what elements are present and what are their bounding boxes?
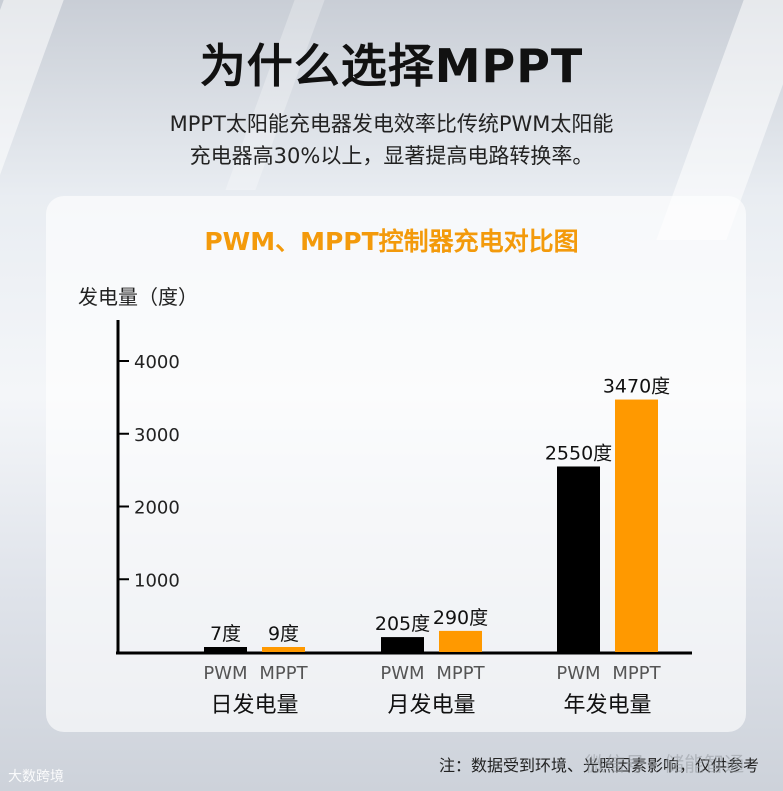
data-label: 290度 [433, 607, 488, 629]
series-label: MPPT [612, 663, 661, 684]
footnote: 注：数据受到环境、光照因素影响，仅供参考 [438, 756, 759, 775]
y-tick-label: 1000 [134, 570, 180, 591]
y-tick-label: 4000 [134, 352, 180, 373]
bar-pwm [557, 466, 600, 652]
page-subtitle: MPPT太阳能充电器发电效率比传统PWM太阳能 充电器高30%以上，显著提高电路… [0, 108, 783, 172]
data-label: 7度 [210, 623, 241, 645]
series-label: MPPT [436, 663, 485, 684]
subtitle-line-2: 充电器高30%以上，显著提高电路转换率。 [189, 144, 594, 168]
series-label: PWM [556, 663, 600, 684]
bar-mppt [439, 630, 482, 652]
y-tick-label: 2000 [134, 498, 180, 519]
series-label: PWM [203, 663, 247, 684]
watermark-right: 微信号 · 储能智通 [585, 752, 745, 776]
page-title: 为什么选择MPPT [199, 39, 584, 93]
data-label: 2550度 [545, 442, 612, 464]
watermark-left: 大数跨境 [8, 769, 64, 785]
data-label: 9度 [268, 623, 299, 645]
bar-mppt [615, 399, 658, 652]
category-label: 年发电量 [563, 693, 651, 718]
chart-title: PWM、MPPT控制器充电对比图 [204, 227, 579, 256]
data-label: 205度 [375, 613, 430, 635]
y-axis-label: 发电量（度） [78, 285, 198, 309]
bar-pwm [204, 647, 247, 652]
data-label: 3470度 [603, 376, 670, 398]
series-label: PWM [380, 663, 424, 684]
series-label: MPPT [259, 663, 308, 684]
category-label: 月发电量 [387, 693, 475, 718]
y-tick-label: 3000 [134, 425, 180, 446]
bar-mppt [262, 647, 305, 652]
subtitle-line-1: MPPT太阳能充电器发电效率比传统PWM太阳能 [169, 112, 614, 136]
category-label: 日发电量 [210, 693, 298, 718]
bar-pwm [381, 637, 424, 652]
